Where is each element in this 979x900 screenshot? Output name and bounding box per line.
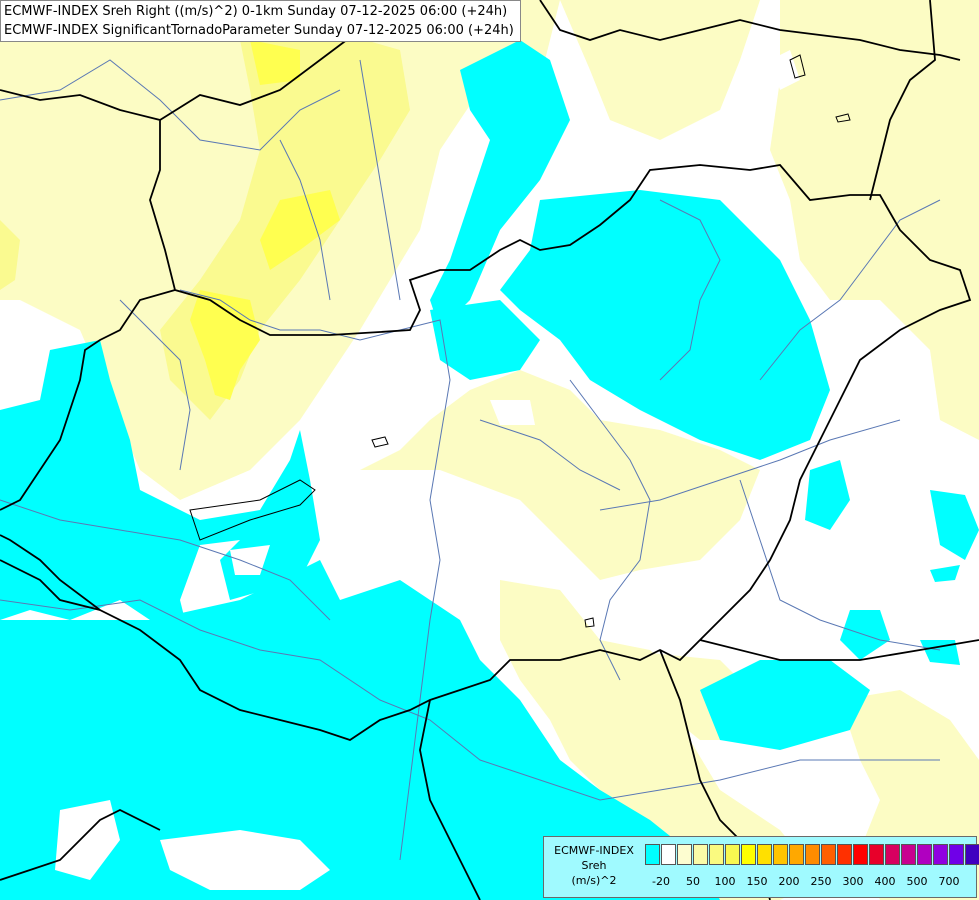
legend-swatch [821,844,836,865]
legend-swatch [773,844,788,865]
legend-tick-label: 400 [874,875,896,888]
legend-swatch [885,844,900,865]
map-header: ECMWF-INDEX Sreh Right ((m/s)^2) 0-1km S… [0,0,521,42]
legend-tick-label: -20 [652,875,670,888]
legend-swatch [805,844,820,865]
legend-swatch [709,844,724,865]
legend-tick-label: 150 [746,875,768,888]
legend-tick-label: 200 [778,875,800,888]
legend-swatch [757,844,772,865]
legend-title-param: Sreh [581,859,607,872]
legend-title-unit: (m/s)^2 [571,874,617,887]
header-line-1: ECMWF-INDEX Sreh Right ((m/s)^2) 0-1km S… [4,4,508,19]
legend-tick-label: 700 [938,875,960,888]
legend-swatch [901,844,916,865]
legend-swatch [917,844,932,865]
legend-title: ECMWF-INDEX Sreh (m/s)^2 [544,843,644,888]
legend-swatch [853,844,868,865]
legend-swatch [645,844,660,865]
legend-swatch [661,844,676,865]
legend-tick-label: 50 [686,875,700,888]
legend-swatch [965,844,979,865]
legend-tick-label: 300 [842,875,864,888]
legend-swatch [693,844,708,865]
legend-swatch [949,844,964,865]
legend-tick-label: 500 [906,875,928,888]
legend-swatch [741,844,756,865]
lakes [189,54,851,628]
legend-swatch [869,844,884,865]
rivers [0,59,941,861]
legend-swatch [933,844,948,865]
color-legend: ECMWF-INDEX Sreh (m/s)^2 -20 50 100 150 200 2… [543,836,979,898]
sreh-150-field [190,40,340,400]
legend-swatch [677,844,692,865]
white-patches [55,50,800,890]
legend-ticks: -20 50 100 150 200 250 300 400 500 700 [645,875,975,891]
legend-swatch [837,844,852,865]
legend-swatches [645,844,979,865]
legend-swatch [725,844,740,865]
header-line-2: ECMWF-INDEX SignificantTornadoParameter … [4,23,514,38]
legend-tick-label: 250 [810,875,832,888]
legend-tick-label: 100 [714,875,736,888]
legend-swatch [789,844,804,865]
legend-title-source: ECMWF-INDEX [554,844,634,857]
